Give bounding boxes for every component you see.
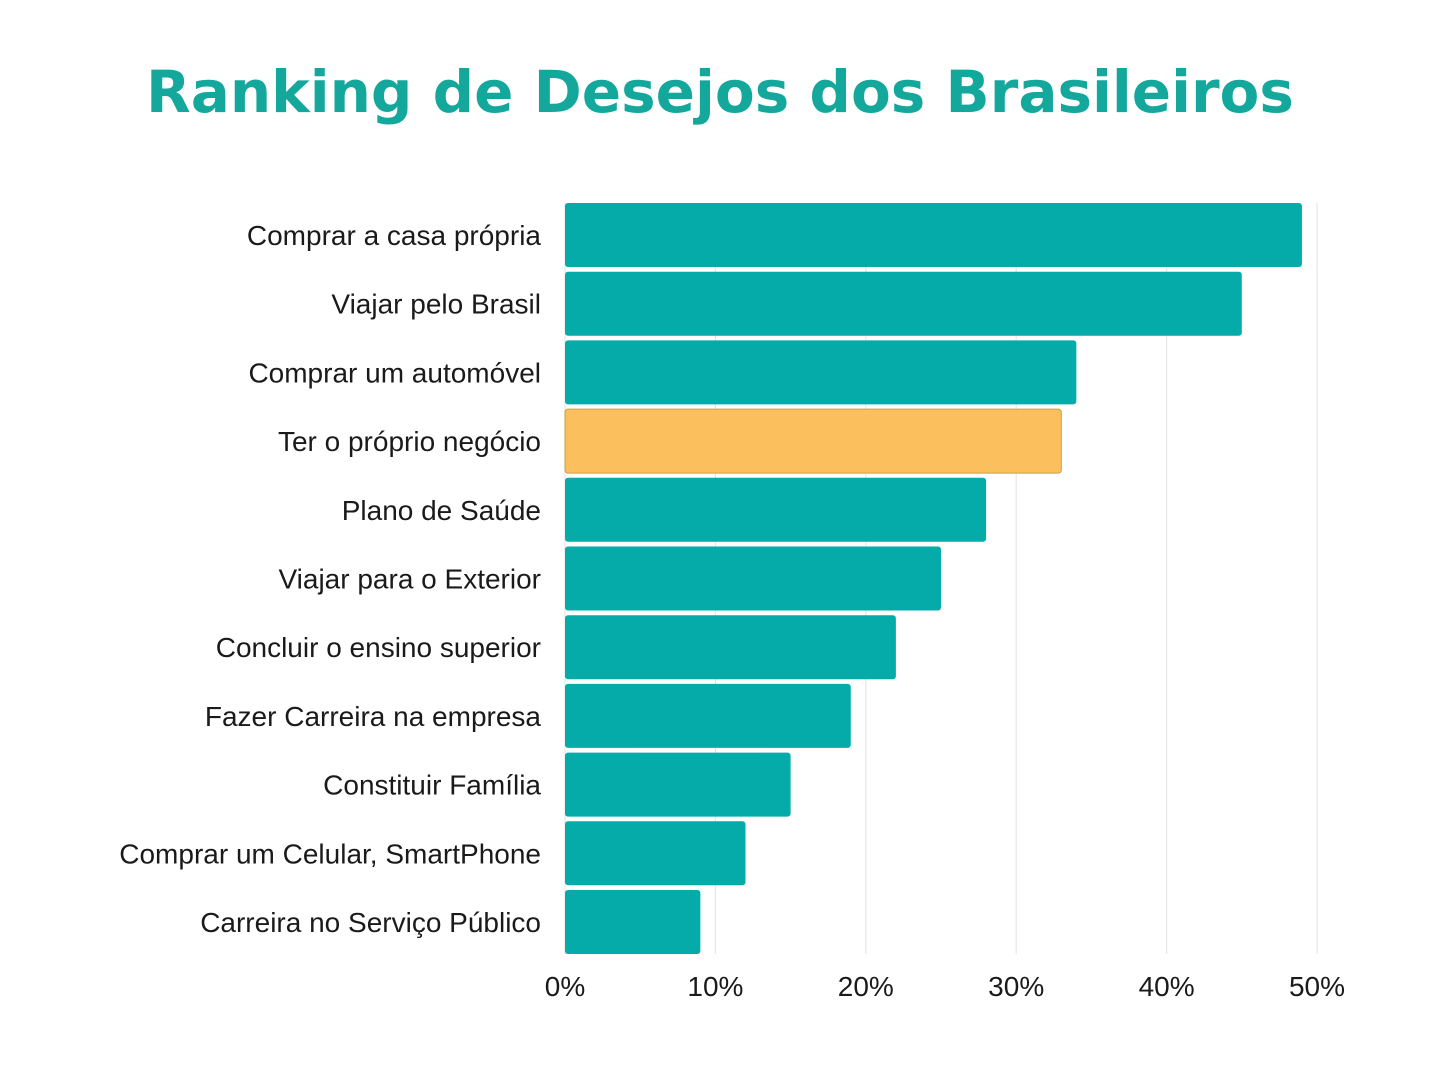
bar — [565, 203, 1302, 267]
bar — [565, 477, 987, 542]
category-label: Comprar a casa própria — [247, 220, 542, 251]
category-label: Carreira no Serviço Público — [200, 907, 541, 938]
x-tick-label: 30% — [988, 971, 1044, 1002]
bar — [565, 821, 746, 886]
category-label: Fazer Carreira na empresa — [205, 701, 542, 732]
category-label: Comprar um automóvel — [248, 357, 541, 388]
category-label: Comprar um Celular, SmartPhone — [119, 838, 541, 869]
bar — [565, 271, 1242, 336]
x-tick-label: 40% — [1139, 971, 1195, 1002]
bar — [564, 408, 1062, 474]
category-label: Viajar pelo Brasil — [331, 289, 541, 320]
category-label: Viajar para o Exterior — [279, 564, 542, 595]
x-tick-label: 10% — [687, 971, 743, 1002]
bar — [565, 546, 941, 611]
bar — [565, 615, 896, 680]
x-tick-label: 0% — [545, 971, 585, 1002]
chart-title: Ranking de Desejos dos Brasileiros — [146, 58, 1294, 126]
bar — [565, 340, 1077, 405]
category-label: Plano de Saúde — [342, 495, 541, 526]
bar — [565, 752, 791, 817]
category-label: Constituir Família — [323, 770, 541, 801]
category-label: Ter o próprio negócio — [278, 426, 541, 457]
category-label: Concluir o ensino superior — [216, 632, 541, 663]
bar — [565, 890, 701, 954]
x-tick-label: 20% — [838, 971, 894, 1002]
x-tick-label: 50% — [1289, 971, 1345, 1002]
bar — [565, 683, 851, 748]
